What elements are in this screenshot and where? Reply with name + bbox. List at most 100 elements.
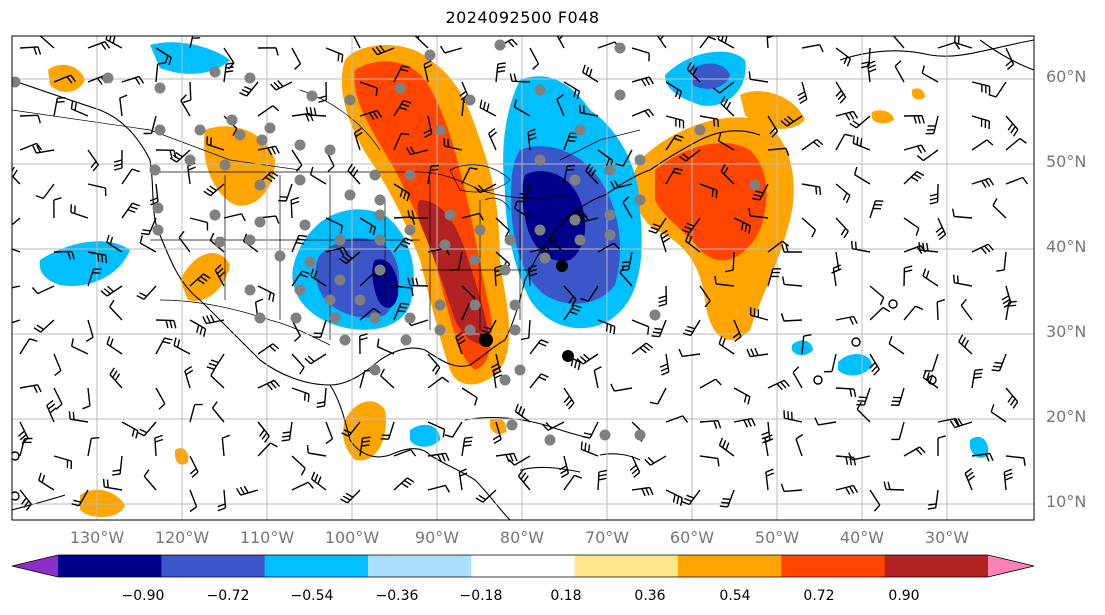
wind-barb <box>407 210 428 219</box>
wind-barb <box>19 489 32 511</box>
wind-barb <box>582 64 599 83</box>
wind-barb <box>461 212 485 221</box>
colorbar-bin <box>471 555 576 577</box>
lon-label-30w: 30°W <box>924 528 970 547</box>
wind-barb <box>19 338 38 355</box>
station-marker <box>434 324 446 336</box>
wind-barb <box>971 452 994 462</box>
station-marker <box>469 254 481 266</box>
station-marker <box>569 214 581 226</box>
wind-barb <box>750 307 769 321</box>
wind-barb <box>835 387 857 398</box>
wind-barb <box>291 353 305 375</box>
wind-barb <box>792 366 803 389</box>
wind-barb <box>31 285 55 295</box>
wind-barb <box>189 403 203 423</box>
wind-barb <box>423 60 433 83</box>
wind-barb <box>178 230 191 253</box>
wind-barb <box>475 489 497 503</box>
wind-barb <box>529 47 540 70</box>
wind-barb <box>53 250 75 260</box>
wind-barb <box>748 207 769 219</box>
station-marker <box>404 312 416 324</box>
wind-barb <box>316 387 327 408</box>
wind-barb <box>291 387 310 403</box>
wind-barb <box>239 81 259 97</box>
wind-barb <box>903 115 925 124</box>
wind-barb <box>971 139 994 151</box>
wind-barb <box>508 455 531 466</box>
wind-barb <box>136 285 157 300</box>
wind-barb <box>257 343 280 355</box>
station-marker <box>324 144 336 156</box>
station-marker <box>474 224 486 236</box>
wind-barb <box>105 36 123 49</box>
colorbar-bin <box>574 555 679 577</box>
wind-barb <box>542 421 565 431</box>
station-marker <box>294 139 306 151</box>
wind-barb <box>154 434 164 457</box>
lon-label-90w: 90°W <box>414 528 460 547</box>
wind-barb <box>649 387 667 405</box>
lat-label-50n: 50°N <box>1046 152 1087 171</box>
colorbar-tick-label: 0.90 <box>888 588 920 604</box>
colorbar-bin <box>368 555 472 577</box>
wind-barb <box>619 265 633 287</box>
wind-barb <box>835 133 853 151</box>
wind-barb <box>257 285 275 302</box>
wind-barb <box>155 149 177 159</box>
wind-barb <box>801 139 824 151</box>
station-marker <box>209 66 221 78</box>
wind-barb <box>563 387 575 410</box>
wind-barb <box>853 166 871 185</box>
station-marker <box>509 299 521 311</box>
wind-barb <box>359 81 378 97</box>
lon-label-60w: 60°W <box>669 528 715 547</box>
wind-barb <box>87 437 100 457</box>
wind-barb <box>393 132 410 151</box>
wind-barb <box>765 468 775 491</box>
colorbar-tick-label: 0.72 <box>803 588 835 604</box>
wind-barb <box>622 196 633 219</box>
wind-barb <box>340 489 361 504</box>
wind-barb <box>32 144 55 154</box>
wind-barb <box>782 276 803 287</box>
colorbar-bin <box>264 555 369 577</box>
wind-barb <box>835 455 856 466</box>
wind-barb <box>257 47 279 56</box>
station-marker <box>374 194 386 206</box>
wind-barb <box>112 455 123 476</box>
wind-barb <box>121 421 139 439</box>
wind-barb <box>1005 137 1027 151</box>
wind-barb <box>1005 300 1017 321</box>
wind-barb <box>257 105 280 117</box>
station-marker <box>12 76 21 88</box>
wind-barb <box>393 237 413 253</box>
wind-barb <box>304 353 327 365</box>
wind-barb <box>990 404 1007 423</box>
wind-barb <box>527 128 537 151</box>
station-marker <box>649 309 661 321</box>
wind-barb <box>764 434 774 457</box>
wind-barb <box>139 235 157 253</box>
storm-center-marker-3 <box>556 260 568 272</box>
wind-barb <box>517 469 531 491</box>
wind-barb <box>520 319 531 341</box>
wind-barb <box>149 183 159 206</box>
wind-barb <box>291 455 306 476</box>
station-marker <box>344 94 356 106</box>
wind-barb <box>869 200 884 219</box>
station-marker <box>244 284 256 296</box>
wind-barb <box>717 36 735 49</box>
lon-label-110w: 110°W <box>239 528 295 547</box>
station-marker <box>404 224 416 236</box>
wind-barb <box>492 421 502 445</box>
wind-barb <box>393 302 409 321</box>
wind-barb <box>310 268 327 287</box>
wind-barb <box>70 204 89 219</box>
wind-barb <box>211 401 225 423</box>
station-marker <box>506 419 518 431</box>
wind-barb <box>347 163 361 185</box>
station-marker <box>514 364 526 376</box>
wind-barb <box>12 217 21 226</box>
